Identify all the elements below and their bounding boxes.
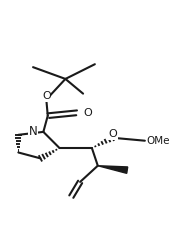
Text: OMe: OMe <box>146 136 170 146</box>
Polygon shape <box>98 166 128 173</box>
Text: O: O <box>83 108 92 118</box>
Text: O: O <box>42 91 51 101</box>
Text: O: O <box>108 129 117 139</box>
Text: N: N <box>29 125 37 138</box>
